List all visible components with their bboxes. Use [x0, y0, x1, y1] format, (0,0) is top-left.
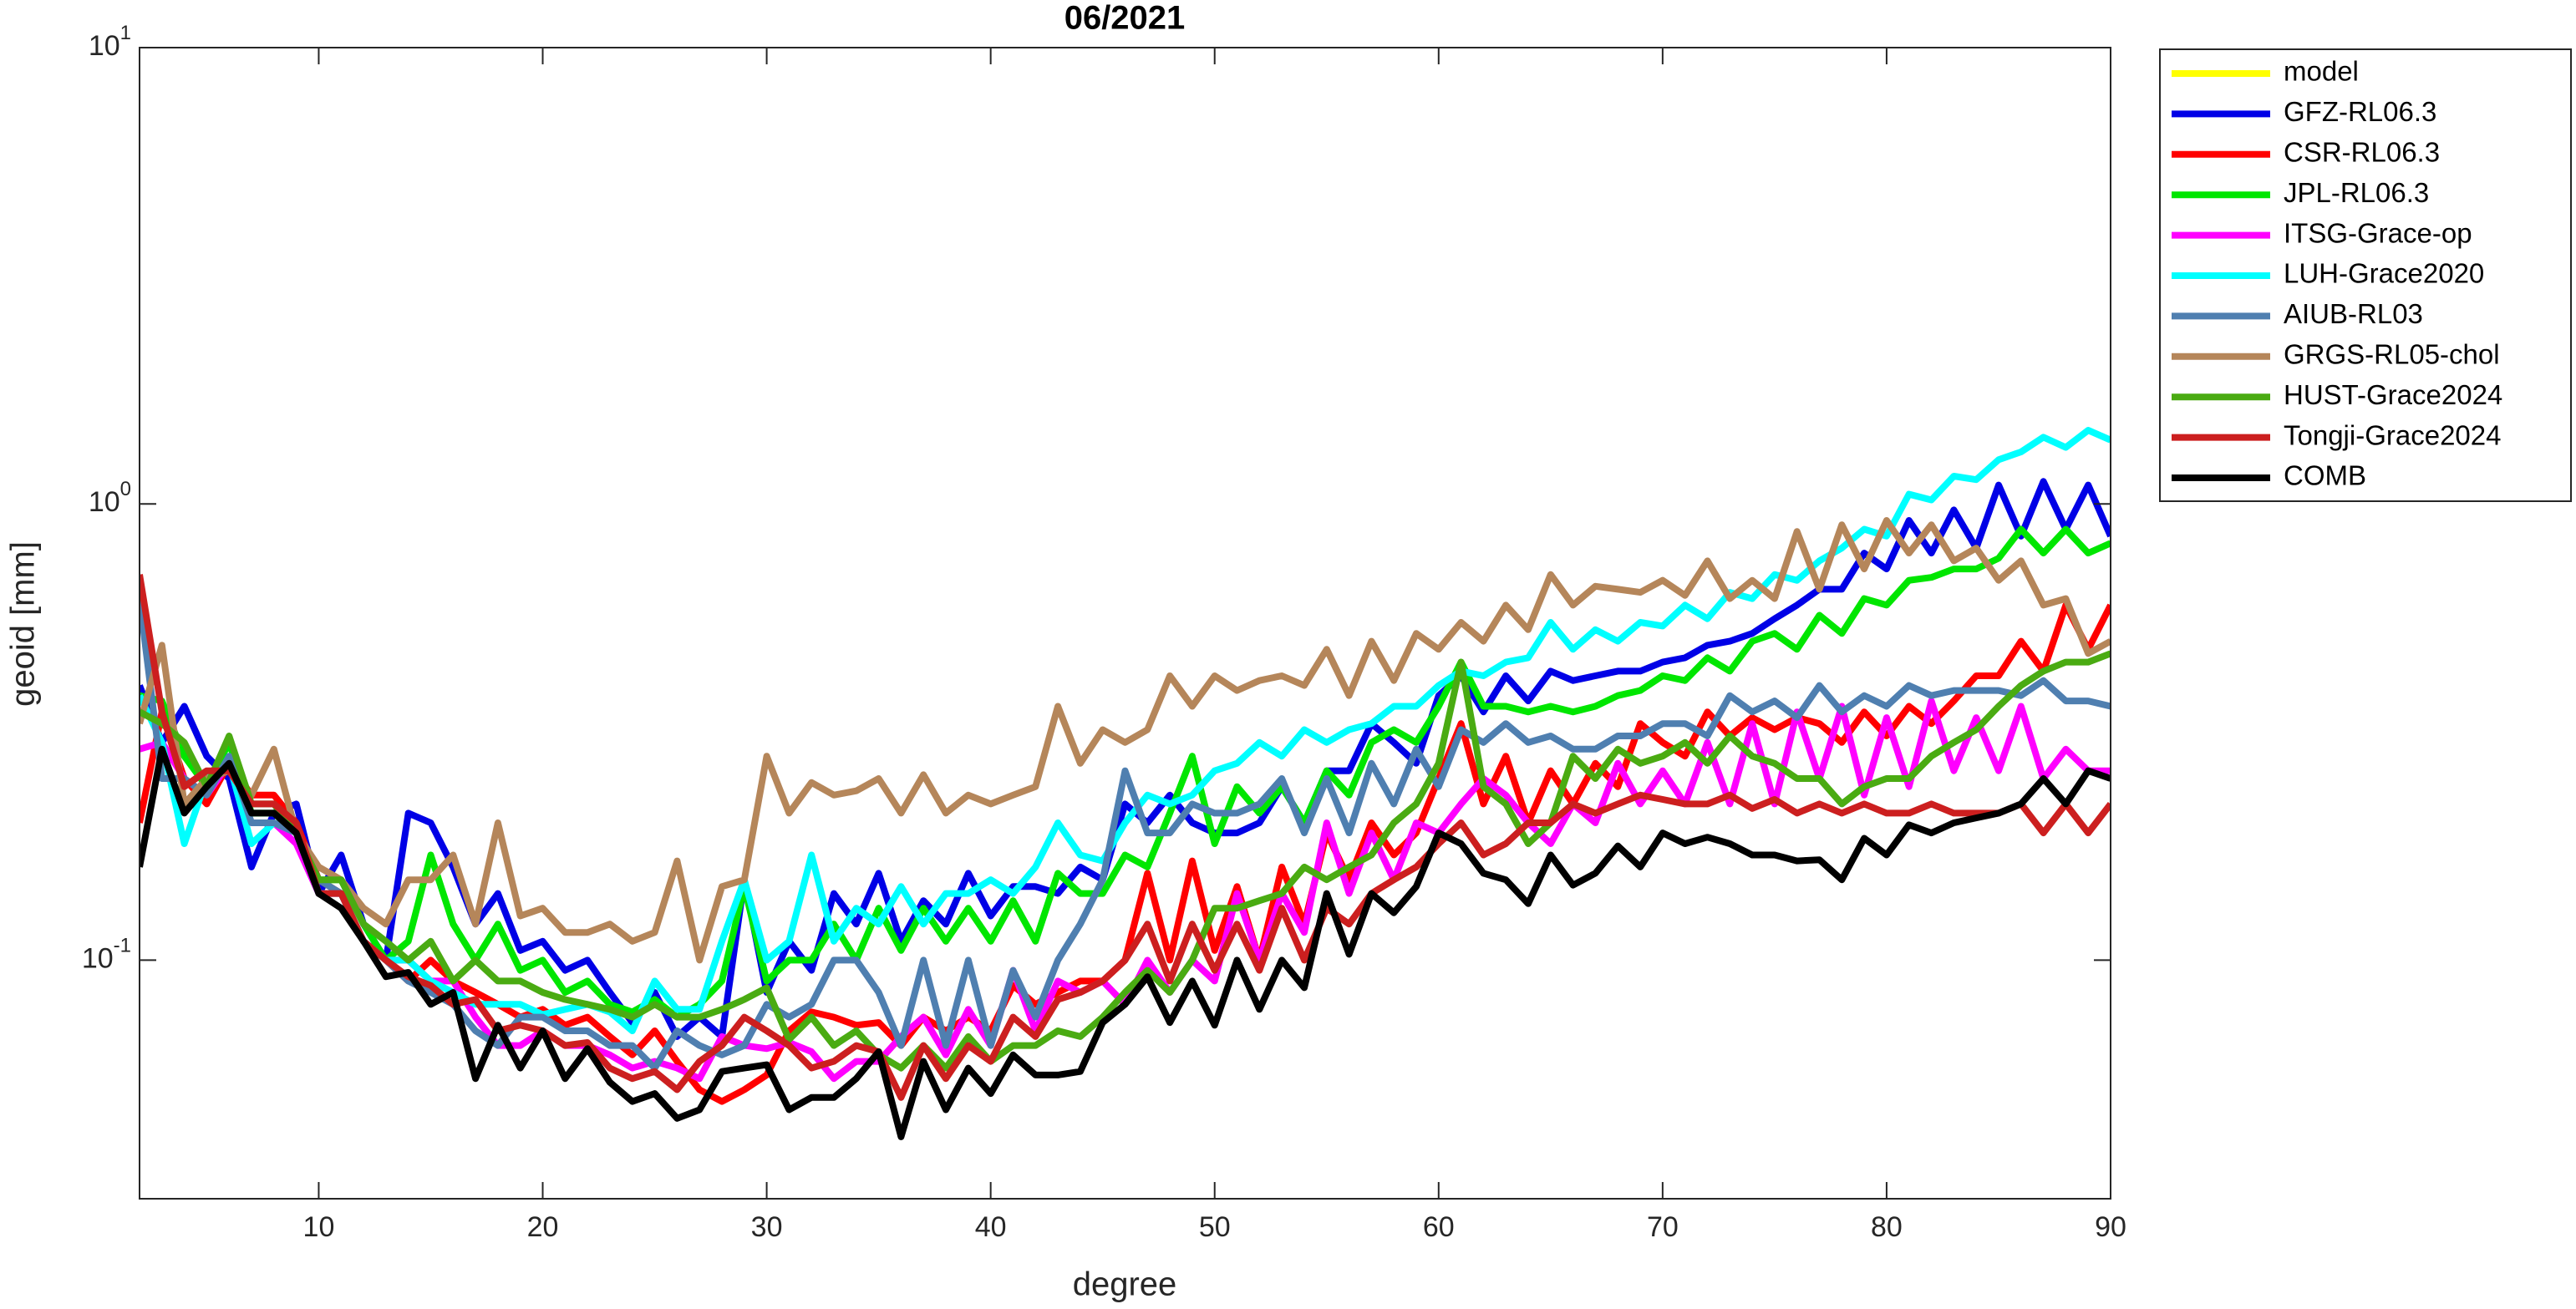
legend-label: LUH-Grace2020 [2284, 258, 2484, 289]
legend-label: CSR-RL06.3 [2284, 137, 2440, 168]
x-tick-label: 40 [975, 1211, 1007, 1243]
series-line [140, 650, 2111, 1072]
legend-label: JPL-RL06.3 [2284, 177, 2429, 208]
series-line [140, 525, 2111, 1021]
x-tick-label: 30 [751, 1211, 783, 1243]
legend-label: GRGS-RL05-chol [2284, 339, 2500, 370]
y-tick-label: 10-1 [82, 935, 131, 975]
chart-title: 06/2021 [1064, 0, 1186, 37]
y-tick-exponent: 0 [120, 479, 131, 501]
y-tick-exponent: -1 [114, 935, 131, 957]
y-axis-label: geoid [mm] [5, 541, 42, 707]
legend-label: AIUB-RL03 [2284, 298, 2423, 329]
x-tick-label: 10 [303, 1211, 335, 1243]
y-tick-label: 100 [89, 479, 131, 519]
y-tick-exponent: 1 [120, 22, 131, 44]
legend: model GFZ-RL06.3 CSR-RL06.3 JPL-RL06.3 ITSG-… [2172, 56, 2502, 491]
x-tick-label: 90 [2095, 1211, 2126, 1243]
y-tick-base: 10 [82, 942, 114, 974]
axes-box [139, 47, 2111, 1200]
legend-label: HUST-Grace2024 [2284, 379, 2502, 410]
series-line [140, 517, 2111, 964]
x-tick-label: 80 [1871, 1211, 1903, 1243]
legend-label: ITSG-Grace-op [2284, 217, 2472, 248]
x-tick-label: 20 [527, 1211, 559, 1243]
lines [140, 427, 2111, 1140]
y-tick-label: 101 [89, 22, 131, 62]
series-line [140, 574, 2111, 1101]
legend-label: COMB [2284, 460, 2366, 491]
series-line [140, 745, 2111, 1140]
y-tick-base: 10 [89, 486, 120, 518]
y-tick-base: 10 [89, 30, 120, 62]
x-tick-label: 60 [1423, 1211, 1455, 1243]
legend-label: model [2284, 56, 2359, 87]
x-tick-label: 50 [1199, 1211, 1231, 1243]
series-line [140, 598, 2111, 1072]
x-tick-label: 70 [1647, 1211, 1679, 1243]
legend-label: Tongji-Grace2024 [2284, 419, 2502, 450]
legend-label: GFZ-RL06.3 [2284, 96, 2436, 127]
x-axis-label: degree [1073, 1266, 1177, 1303]
